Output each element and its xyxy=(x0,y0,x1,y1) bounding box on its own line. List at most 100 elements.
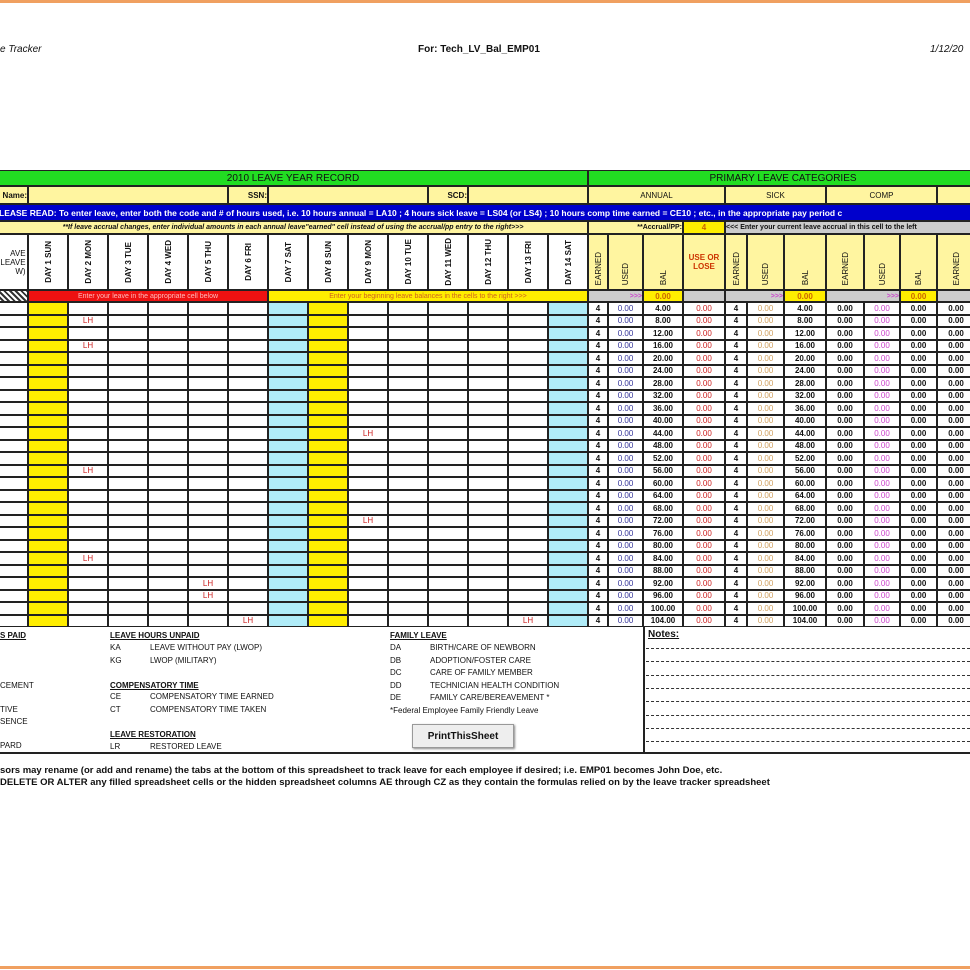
day-cell[interactable] xyxy=(348,614,388,627)
day-cell[interactable] xyxy=(548,539,588,552)
day-cell[interactable] xyxy=(68,589,108,602)
day-cell[interactable] xyxy=(428,477,468,490)
day-cell[interactable] xyxy=(548,464,588,477)
day-cell[interactable] xyxy=(348,364,388,377)
day-cell[interactable] xyxy=(228,339,268,352)
day-cell[interactable] xyxy=(108,339,148,352)
day-cell[interactable] xyxy=(108,452,148,465)
day-cell[interactable] xyxy=(388,327,428,340)
day-cell[interactable] xyxy=(428,439,468,452)
row-label[interactable] xyxy=(0,489,28,502)
day-cell[interactable] xyxy=(228,552,268,565)
day-cell[interactable] xyxy=(508,314,548,327)
day-cell[interactable] xyxy=(108,502,148,515)
day-cell[interactable] xyxy=(68,527,108,540)
notes-line[interactable] xyxy=(646,687,970,689)
day-cell[interactable] xyxy=(228,352,268,365)
day-cell[interactable] xyxy=(188,377,228,390)
day-cell[interactable] xyxy=(148,464,188,477)
day-cell[interactable] xyxy=(388,352,428,365)
day-cell[interactable] xyxy=(508,327,548,340)
accrual-input[interactable]: 4 xyxy=(683,221,725,234)
day-cell[interactable] xyxy=(388,439,428,452)
day-cell[interactable] xyxy=(388,477,428,490)
row-label[interactable] xyxy=(0,439,28,452)
day-cell[interactable] xyxy=(308,414,348,427)
day-cell[interactable] xyxy=(388,577,428,590)
day-cell[interactable] xyxy=(388,489,428,502)
day-cell[interactable] xyxy=(548,502,588,515)
day-cell[interactable] xyxy=(28,339,68,352)
day-cell[interactable] xyxy=(348,377,388,390)
day-cell[interactable] xyxy=(268,364,308,377)
day-cell[interactable] xyxy=(228,314,268,327)
day-cell[interactable] xyxy=(68,389,108,402)
day-cell[interactable] xyxy=(468,527,508,540)
day-cell[interactable] xyxy=(228,539,268,552)
day-cell[interactable] xyxy=(108,589,148,602)
day-cell[interactable] xyxy=(468,377,508,390)
day-cell[interactable] xyxy=(188,414,228,427)
day-cell[interactable] xyxy=(188,439,228,452)
day-cell[interactable] xyxy=(108,539,148,552)
day-cell[interactable] xyxy=(228,439,268,452)
day-cell[interactable] xyxy=(548,552,588,565)
day-cell[interactable] xyxy=(428,539,468,552)
day-cell[interactable] xyxy=(348,427,388,440)
comp-begin-balance[interactable]: 0.00 xyxy=(900,290,937,302)
day-cell[interactable] xyxy=(348,552,388,565)
day-cell[interactable] xyxy=(268,589,308,602)
row-label[interactable] xyxy=(0,327,28,340)
day-cell[interactable] xyxy=(108,552,148,565)
day-cell[interactable] xyxy=(348,514,388,527)
day-cell[interactable] xyxy=(188,489,228,502)
day-cell[interactable] xyxy=(308,314,348,327)
day-cell[interactable] xyxy=(348,602,388,615)
day-cell[interactable] xyxy=(348,527,388,540)
day-cell[interactable] xyxy=(108,439,148,452)
day-cell[interactable] xyxy=(388,314,428,327)
day-cell[interactable] xyxy=(348,314,388,327)
day-cell[interactable] xyxy=(28,452,68,465)
row-label[interactable] xyxy=(0,552,28,565)
day-cell[interactable] xyxy=(68,314,108,327)
notes-line[interactable] xyxy=(646,714,970,716)
day-cell[interactable] xyxy=(508,614,548,627)
day-cell[interactable] xyxy=(508,577,548,590)
day-cell[interactable] xyxy=(28,377,68,390)
day-cell[interactable] xyxy=(108,514,148,527)
day-cell[interactable] xyxy=(308,527,348,540)
day-cell[interactable] xyxy=(28,589,68,602)
day-cell[interactable] xyxy=(508,427,548,440)
day-cell[interactable] xyxy=(268,577,308,590)
day-cell[interactable] xyxy=(68,414,108,427)
day-cell[interactable] xyxy=(228,602,268,615)
day-cell[interactable] xyxy=(428,589,468,602)
day-cell[interactable] xyxy=(108,614,148,627)
day-cell[interactable] xyxy=(348,589,388,602)
day-cell[interactable] xyxy=(468,452,508,465)
day-cell[interactable] xyxy=(388,602,428,615)
day-cell[interactable] xyxy=(268,614,308,627)
day-cell[interactable] xyxy=(548,564,588,577)
day-cell[interactable] xyxy=(388,414,428,427)
day-cell[interactable] xyxy=(28,439,68,452)
day-cell[interactable] xyxy=(388,427,428,440)
day-cell[interactable] xyxy=(268,352,308,365)
day-cell[interactable] xyxy=(388,364,428,377)
row-label[interactable] xyxy=(0,602,28,615)
day-cell[interactable] xyxy=(188,502,228,515)
row-label[interactable] xyxy=(0,514,28,527)
print-sheet-button[interactable]: PrintThisSheet xyxy=(412,724,514,748)
day-cell[interactable] xyxy=(68,514,108,527)
day-cell[interactable] xyxy=(468,502,508,515)
day-cell[interactable] xyxy=(508,552,548,565)
day-cell[interactable] xyxy=(148,564,188,577)
day-cell[interactable] xyxy=(68,489,108,502)
day-cell[interactable] xyxy=(68,402,108,415)
day-cell[interactable] xyxy=(308,364,348,377)
day-cell[interactable] xyxy=(388,589,428,602)
day-cell[interactable] xyxy=(108,414,148,427)
day-cell[interactable] xyxy=(68,339,108,352)
day-cell[interactable] xyxy=(108,327,148,340)
